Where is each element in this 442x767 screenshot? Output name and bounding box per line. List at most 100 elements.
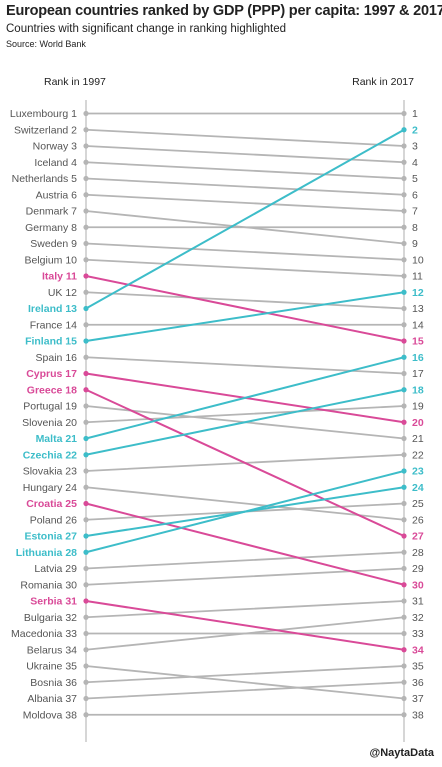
label-2017-greece: 27 bbox=[412, 531, 424, 543]
point-1997-estonia bbox=[83, 533, 89, 539]
label-1997-slovenia: Slovenia 20 bbox=[22, 417, 77, 429]
label-1997-malta: Malta 21 bbox=[36, 433, 78, 445]
label-2017-portugal: 21 bbox=[412, 433, 424, 445]
label-1997-estonia: Estonia 27 bbox=[24, 531, 77, 543]
label-1997-italy: Italy 11 bbox=[42, 271, 77, 283]
point-2017-ireland bbox=[401, 127, 407, 133]
point-2017-ukraine bbox=[401, 695, 407, 702]
credit-handle: @NaytaData bbox=[369, 747, 434, 759]
label-1997-lithuania: Lithuania 28 bbox=[16, 547, 77, 559]
label-1997-greece: Greece 18 bbox=[27, 384, 77, 396]
label-1997-cyprus: Cyprus 17 bbox=[26, 368, 77, 380]
slope-line-netherlands bbox=[85, 177, 405, 196]
label-1997-romania: Romania 30 bbox=[20, 579, 77, 591]
label-1997-luxembourg: Luxembourg 1 bbox=[10, 108, 77, 120]
label-2017-luxembourg: 1 bbox=[412, 108, 418, 120]
label-1997-moldova: Moldova 38 bbox=[23, 709, 77, 721]
label-1997-finland: Finland 15 bbox=[25, 336, 77, 348]
label-2017-slovakia: 22 bbox=[412, 449, 424, 461]
slope-line-lithuania bbox=[85, 470, 405, 554]
point-2017-norway bbox=[401, 159, 407, 165]
point-1997-ireland bbox=[83, 305, 89, 312]
point-1997-norway bbox=[83, 143, 89, 149]
label-1997-serbia: Serbia 31 bbox=[30, 596, 77, 608]
label-1997-belarus: Belarus 34 bbox=[27, 644, 77, 656]
label-2017-switzerland: 3 bbox=[412, 141, 418, 153]
label-2017-romania: 29 bbox=[412, 563, 424, 575]
slope-line-latvia bbox=[85, 551, 405, 570]
point-2017-germany bbox=[401, 224, 407, 230]
label-2017-italy: 15 bbox=[412, 336, 424, 348]
slope-line-austria bbox=[85, 193, 405, 212]
slope-line-finland bbox=[85, 291, 405, 342]
slope-line-iceland bbox=[85, 161, 405, 180]
point-1997-poland bbox=[83, 517, 89, 523]
point-1997-netherlands bbox=[83, 175, 89, 182]
label-1997-denmark: Denmark 7 bbox=[26, 206, 78, 218]
label-2017-bosnia: 35 bbox=[412, 661, 424, 673]
slope-line-bulgaria bbox=[85, 600, 405, 619]
point-2017-belgium bbox=[401, 273, 407, 279]
point-1997-macedonia bbox=[83, 630, 89, 637]
point-2017-slovakia bbox=[401, 452, 407, 458]
slope-line-belgium bbox=[85, 258, 405, 277]
slope-line-hungary bbox=[85, 486, 405, 521]
chart-source: Source: World Bank bbox=[6, 39, 86, 49]
label-2017-ireland: 2 bbox=[412, 124, 418, 136]
label-2017-macedonia: 33 bbox=[412, 628, 424, 640]
point-1997-moldova bbox=[83, 712, 89, 718]
label-1997-latvia: Latvia 29 bbox=[34, 563, 77, 575]
label-2017-finland: 12 bbox=[412, 287, 424, 299]
point-1997-uk bbox=[83, 289, 89, 295]
label-1997-sweden: Sweden 9 bbox=[30, 238, 77, 250]
slope-line-sweden bbox=[85, 242, 405, 261]
point-2017-finland bbox=[401, 289, 407, 295]
point-2017-austria bbox=[401, 208, 407, 214]
slope-line-bosnia bbox=[85, 665, 405, 684]
label-1997-albania: Albania 37 bbox=[27, 693, 77, 705]
label-1997-poland: Poland 26 bbox=[30, 514, 77, 526]
label-2017-czechia: 18 bbox=[412, 384, 424, 396]
point-2017-czechia bbox=[401, 387, 407, 393]
point-2017-netherlands bbox=[401, 192, 407, 198]
label-2017-austria: 7 bbox=[412, 206, 418, 218]
label-2017-moldova: 38 bbox=[412, 709, 424, 721]
label-2017-france: 14 bbox=[412, 319, 424, 331]
label-2017-germany: 8 bbox=[412, 222, 418, 234]
label-1997-bulgaria: Bulgaria 32 bbox=[24, 612, 77, 624]
point-1997-switzerland bbox=[83, 127, 89, 133]
point-1997-spain bbox=[83, 354, 89, 360]
label-2017-sweden: 10 bbox=[412, 254, 424, 266]
point-1997-czechia bbox=[83, 452, 89, 458]
label-2017-bulgaria: 31 bbox=[412, 596, 424, 608]
point-1997-italy bbox=[83, 273, 89, 279]
slope-line-belarus bbox=[85, 616, 405, 651]
point-2017-portugal bbox=[401, 435, 407, 442]
label-1997-portugal: Portugal 19 bbox=[23, 401, 77, 413]
label-2017-slovenia: 19 bbox=[412, 401, 424, 413]
point-1997-bosnia bbox=[83, 679, 89, 685]
point-2017-bosnia bbox=[401, 663, 407, 669]
label-2017-albania: 36 bbox=[412, 677, 424, 689]
point-2017-lithuania bbox=[401, 468, 407, 474]
point-2017-slovenia bbox=[401, 403, 407, 409]
point-1997-portugal bbox=[83, 403, 89, 409]
slope-line-spain bbox=[85, 356, 405, 375]
point-1997-slovakia bbox=[83, 468, 89, 474]
label-2017-iceland: 5 bbox=[412, 173, 418, 185]
label-1997-slovakia: Slovakia 23 bbox=[23, 466, 77, 478]
slope-line-romania bbox=[85, 567, 405, 586]
label-1997-spain: Spain 16 bbox=[36, 352, 78, 364]
point-2017-spain bbox=[401, 370, 407, 377]
point-2017-malta bbox=[401, 354, 407, 360]
point-2017-italy bbox=[401, 338, 407, 344]
label-2017-malta: 16 bbox=[412, 352, 424, 364]
point-1997-ukraine bbox=[83, 663, 89, 669]
label-1997-belgium: Belgium 10 bbox=[24, 254, 77, 266]
label-1997-macedonia: Macedonia 33 bbox=[11, 628, 77, 640]
label-1997-germany: Germany 8 bbox=[25, 222, 77, 234]
point-1997-belarus bbox=[83, 647, 89, 653]
slope-line-czechia bbox=[85, 388, 405, 456]
point-1997-bulgaria bbox=[83, 614, 89, 620]
